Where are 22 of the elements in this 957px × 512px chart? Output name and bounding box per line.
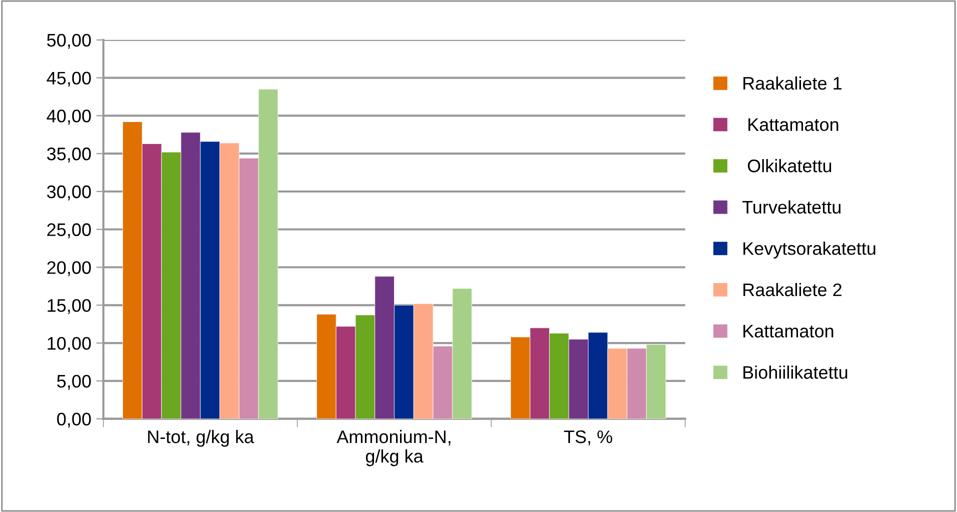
x-tick-label: TS, %	[564, 430, 612, 446]
legend-label: Turvekatettu	[742, 200, 840, 214]
y-tick-label: 20,00	[47, 261, 91, 276]
legend-label: Olkikatettu	[748, 159, 832, 172]
y-tick-label: 0,00	[57, 412, 91, 428]
y-tick-label: 40,00	[46, 110, 91, 125]
y-tick-label: 10,00	[48, 336, 91, 352]
y-tick-label: 25,00	[47, 223, 91, 238]
legend-label: Biohiilikatettu	[743, 366, 848, 379]
y-tick-label: 5,00	[57, 374, 91, 390]
y-tick-label: 50,00	[47, 34, 91, 49]
legend-label: Kattamaton	[748, 118, 838, 132]
y-tick-label: 45,00	[46, 72, 91, 87]
y-tick-label: 30,00	[47, 185, 91, 200]
legend-label: Kattamaton	[743, 324, 834, 338]
x-tick-label: Ammonium-N, g/kg ka	[336, 430, 450, 466]
y-tick-label: 15,00	[48, 299, 91, 314]
legend-label: Kevytsorakatettu	[743, 242, 876, 258]
x-tick-label: N-tot, g/kg ka	[148, 430, 254, 447]
y-tick-label: 35,00	[47, 148, 91, 162]
legend-label: Raakaliete 2	[743, 282, 842, 296]
legend-label: Raakaliete 1	[743, 76, 842, 90]
